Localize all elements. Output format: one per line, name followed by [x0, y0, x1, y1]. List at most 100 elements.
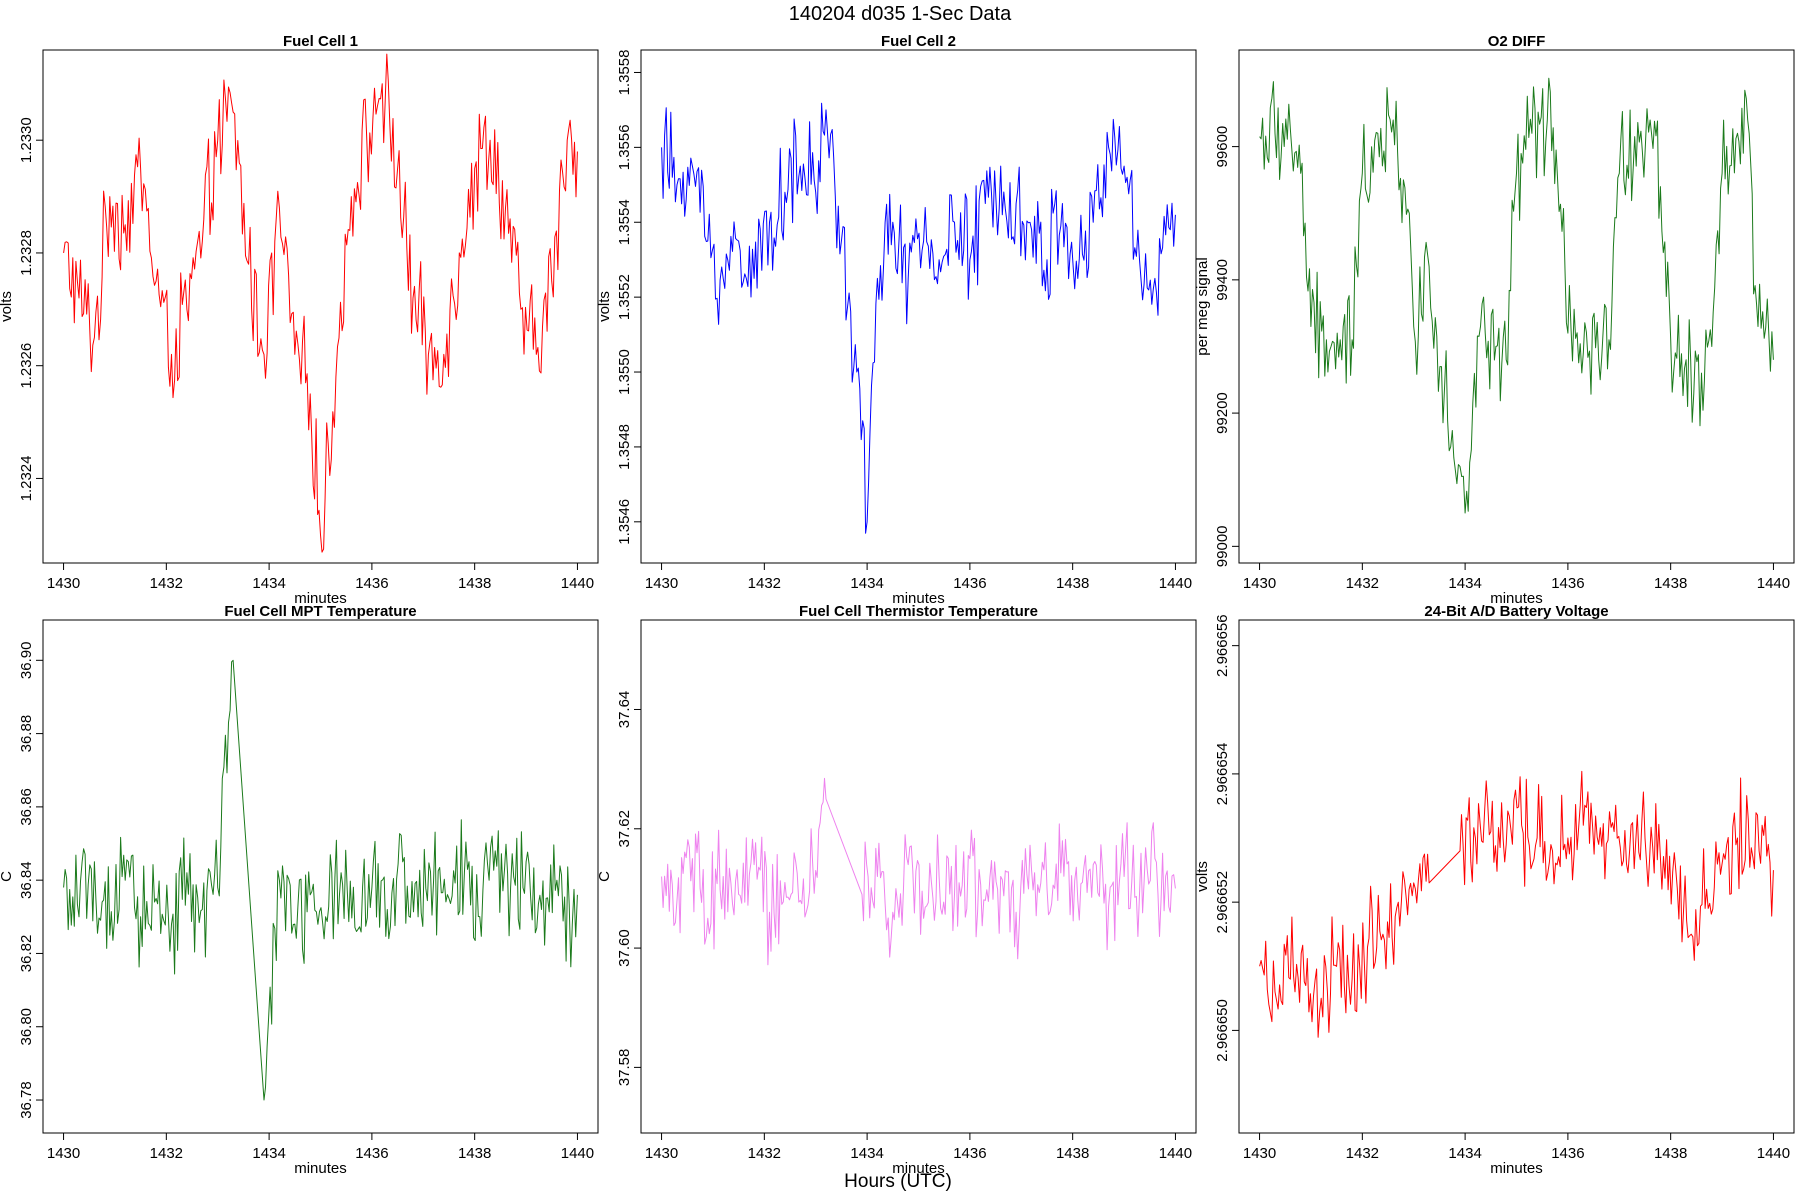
x-tick-label: 1438 [1654, 1145, 1687, 1162]
y-axis-label: C [596, 871, 613, 882]
x-axis-label: minutes [1490, 1160, 1543, 1177]
plot-frame [1238, 49, 1795, 564]
y-tick-label: 1.2328 [18, 230, 35, 276]
x-tick-label: 1440 [1757, 575, 1790, 592]
x-tick-label: 1440 [561, 575, 594, 592]
plot-frame [1238, 619, 1795, 1134]
panel-6: 24-Bit A/D Battery Voltage 1430 1432 1434 14… [1194, 603, 1795, 1177]
x-tick-label: 1432 [748, 1145, 781, 1162]
y-tick-label: 1.3552 [616, 274, 633, 320]
x-tick-label: 1434 [1448, 1145, 1481, 1162]
x-tick-label: 1438 [1654, 575, 1687, 592]
panel-title: Fuel Cell 1 [283, 33, 358, 50]
x-tick-label: 1440 [561, 1145, 594, 1162]
y-tick-label: 2.966652 [1214, 871, 1231, 934]
panel-title: Fuel Cell 2 [881, 33, 956, 50]
panel-title: O2 DIFF [1488, 33, 1546, 50]
x-tick-label: 1434 [850, 575, 883, 592]
x-tick-label: 1436 [1551, 575, 1584, 592]
x-tick-label: 1440 [1757, 1145, 1790, 1162]
x-tick-label: 1430 [645, 1145, 678, 1162]
y-tick-label: 1.3558 [616, 50, 633, 96]
y-tick-label: 36.78 [18, 1081, 35, 1119]
y-axis-label: volts [596, 291, 613, 322]
x-tick-label: 1432 [150, 1145, 183, 1162]
plot-frame [640, 619, 1197, 1134]
y-tick-label: 36.88 [18, 715, 35, 753]
y-tick-label: 37.60 [616, 929, 633, 967]
y-tick-label: 2.966650 [1214, 999, 1231, 1062]
plot-frame [42, 619, 599, 1134]
y-tick-label: 99000 [1214, 525, 1231, 567]
panel-3: O2 DIFF 1430 1432 1434 1436 1438 1440 minutes 99… [1194, 33, 1795, 607]
x-tick-label: 1438 [1056, 575, 1089, 592]
panel-title: Fuel Cell MPT Temperature [224, 603, 416, 620]
y-tick-label: 99200 [1214, 392, 1231, 434]
x-tick-label: 1430 [645, 575, 678, 592]
x-tick-label: 1434 [252, 575, 285, 592]
x-tick-label: 1434 [252, 1145, 285, 1162]
x-tick-label: 1438 [458, 1145, 491, 1162]
series-line [63, 659, 578, 1101]
x-axis-label: minutes [294, 590, 347, 607]
panel-4: Fuel Cell MPT Temperature 1430 1432 1434 143… [0, 603, 599, 1177]
series-line [1259, 770, 1774, 1038]
y-tick-label: 36.82 [18, 935, 35, 973]
y-tick-label: 1.2330 [18, 117, 35, 163]
x-tick-label: 1436 [355, 575, 388, 592]
plot-frame [42, 49, 599, 564]
figure-title: 140204 d035 1-Sec Data [789, 3, 1012, 25]
x-tick-label: 1436 [355, 1145, 388, 1162]
y-tick-label: 1.3554 [616, 199, 633, 245]
x-tick-label: 1432 [150, 575, 183, 592]
panel-title: Fuel Cell Thermistor Temperature [799, 603, 1038, 620]
y-tick-label: 36.86 [18, 788, 35, 826]
series-line [63, 53, 578, 553]
x-axis-label: minutes [294, 1160, 347, 1177]
series-line [661, 102, 1176, 534]
y-axis-label: volts [1194, 861, 1211, 892]
x-tick-label: 1430 [47, 1145, 80, 1162]
x-tick-label: 1430 [1243, 1145, 1276, 1162]
y-tick-label: 36.84 [18, 861, 35, 899]
y-tick-label: 36.80 [18, 1008, 35, 1046]
x-tick-label: 1432 [748, 575, 781, 592]
x-axis-label: minutes [1490, 590, 1543, 607]
y-tick-label: 37.64 [616, 691, 633, 729]
panel-1: Fuel Cell 1 1430 1432 1434 1436 1438 1440 minut… [0, 33, 599, 607]
y-tick-label: 1.3550 [616, 349, 633, 395]
y-tick-label: 99600 [1214, 126, 1231, 168]
y-tick-label: 1.3546 [616, 499, 633, 545]
series-line [1259, 77, 1774, 514]
panel-5: Fuel Cell Thermistor Temperature 1430 1432… [596, 603, 1197, 1177]
y-tick-label: 1.3548 [616, 424, 633, 470]
x-tick-label: 1432 [1346, 575, 1379, 592]
outer-x-axis-label: Hours (UTC) [844, 1171, 952, 1192]
x-tick-label: 1438 [458, 575, 491, 592]
y-tick-label: 1.3556 [616, 124, 633, 170]
y-axis-label: per meg signal [1194, 257, 1211, 355]
y-tick-label: 37.58 [616, 1049, 633, 1087]
series-line [661, 777, 1176, 966]
x-tick-label: 1434 [1448, 575, 1481, 592]
x-axis-label: minutes [892, 1160, 945, 1177]
x-tick-label: 1434 [850, 1145, 883, 1162]
x-tick-label: 1440 [1159, 575, 1192, 592]
y-tick-label: 99400 [1214, 259, 1231, 301]
x-tick-label: 1436 [953, 1145, 986, 1162]
x-tick-label: 1436 [1551, 1145, 1584, 1162]
panel-title: 24-Bit A/D Battery Voltage [1424, 603, 1608, 620]
y-tick-label: 36.90 [18, 642, 35, 680]
y-tick-label: 1.2324 [18, 455, 35, 501]
x-tick-label: 1432 [1346, 1145, 1379, 1162]
y-tick-label: 1.2326 [18, 343, 35, 389]
x-tick-label: 1440 [1159, 1145, 1192, 1162]
x-tick-label: 1436 [953, 575, 986, 592]
x-tick-label: 1430 [1243, 575, 1276, 592]
panel-2: Fuel Cell 2 1430 1432 1434 1436 1438 1440 minut… [596, 33, 1197, 607]
y-tick-label: 37.62 [616, 810, 633, 848]
y-tick-label: 2.966656 [1214, 614, 1231, 677]
x-tick-label: 1430 [47, 575, 80, 592]
